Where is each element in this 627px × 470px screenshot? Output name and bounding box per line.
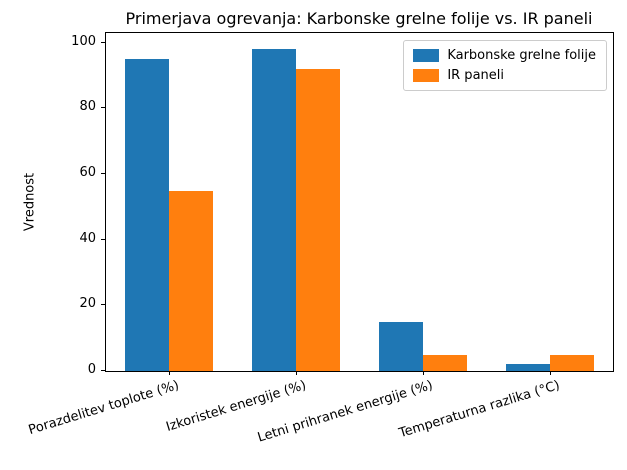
y-tick-mark: [101, 370, 105, 371]
y-tick-mark: [101, 107, 105, 109]
legend-swatch-orange: [413, 69, 440, 82]
x-tick-mark: [295, 371, 297, 375]
x-tick-label: Porazdelitev toplote (%): [26, 378, 181, 439]
legend-item-karbonske-grelne-folije: Karbonske grelne folije: [413, 48, 596, 63]
y-tick-label: 40: [79, 230, 96, 246]
legend-label: Karbonske grelne folije: [447, 48, 596, 63]
legend-item-ir-paneli: IR paneli: [413, 68, 596, 83]
y-tick-mark: [101, 304, 105, 306]
y-tick-label: 20: [79, 296, 96, 312]
bar-karbonske: [252, 49, 296, 371]
chart-title: Primerjava ogrevanja: Karbonske grelne f…: [125, 9, 593, 28]
y-tick-label: 80: [79, 99, 96, 115]
y-tick-mark: [101, 173, 105, 175]
y-tick-mark: [101, 41, 105, 43]
bar-ir-paneli: [423, 355, 467, 371]
bar-karbonske: [506, 364, 550, 371]
bar-ir-paneli: [169, 191, 213, 371]
y-tick-label: 100: [71, 33, 96, 49]
legend-swatch-blue: [413, 49, 440, 62]
x-tick-mark: [549, 371, 551, 375]
y-tick-label: 0: [87, 362, 96, 377]
bar-karbonske: [125, 59, 169, 371]
y-axis-label: Vrednost: [22, 172, 38, 232]
y-tick-mark: [101, 238, 105, 240]
bar-karbonske: [379, 322, 423, 371]
x-tick-mark: [422, 371, 424, 375]
y-tick-label: 60: [79, 165, 96, 181]
bar-ir-paneli: [550, 355, 594, 371]
legend: Karbonske grelne folije IR paneli: [403, 40, 607, 91]
legend-label: IR paneli: [447, 68, 504, 83]
bar-ir-paneli: [296, 69, 340, 371]
x-tick-mark: [168, 371, 170, 375]
